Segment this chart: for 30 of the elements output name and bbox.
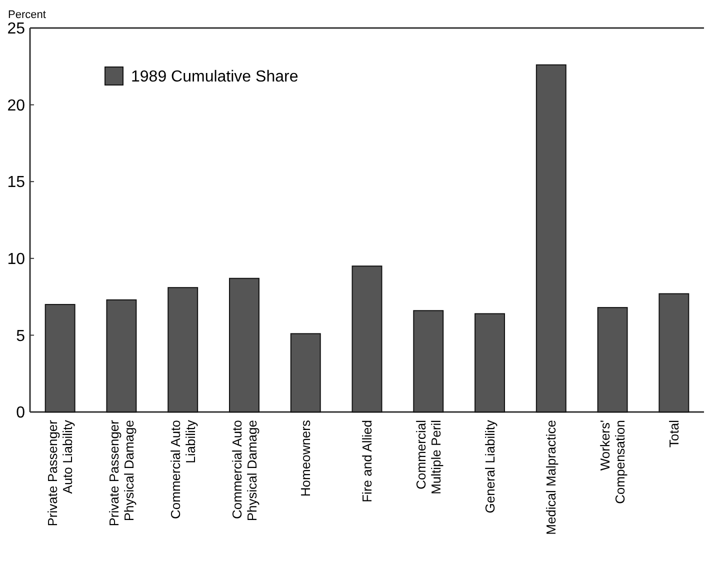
y-tick-label: 0 bbox=[16, 404, 26, 422]
bar bbox=[290, 333, 321, 412]
bar bbox=[658, 293, 690, 412]
x-tick-label: Workers' Compensation bbox=[598, 420, 628, 504]
x-tick-label: Private Passenger Auto Liability bbox=[45, 419, 76, 526]
bar bbox=[44, 304, 76, 412]
x-tick-label: Commercial Auto Liability bbox=[168, 420, 198, 519]
bar bbox=[474, 313, 505, 412]
y-tick-label: 5 bbox=[16, 328, 26, 345]
y-axis-title: Percent bbox=[8, 9, 46, 21]
bar bbox=[352, 266, 382, 412]
legend-label: 1989 Cumulative Share bbox=[131, 68, 298, 86]
y-tick-label: 20 bbox=[7, 97, 26, 114]
x-tick-label: Commercial Auto Physical Damage bbox=[229, 420, 260, 522]
x-tick-label: General Liability bbox=[482, 420, 498, 514]
x-tick-label: Total bbox=[666, 420, 682, 448]
x-tick-label: Homeowners bbox=[298, 420, 314, 497]
bar bbox=[413, 310, 444, 412]
x-tick-label: Medical Malpractice bbox=[544, 420, 559, 535]
bar bbox=[168, 287, 198, 412]
bar bbox=[229, 278, 260, 412]
bar bbox=[106, 299, 137, 412]
y-tick-label: 15 bbox=[7, 174, 26, 192]
y-tick-label: 25 bbox=[7, 20, 26, 38]
x-tick-label: Commercial Multiple Peril bbox=[413, 420, 444, 494]
x-tick-label: Fire and Allied bbox=[360, 420, 375, 502]
x-tick-label: Private Passenger Physical Damage bbox=[106, 419, 137, 526]
y-tick-label: 10 bbox=[7, 251, 26, 268]
bar bbox=[536, 64, 566, 412]
bar bbox=[597, 307, 628, 412]
